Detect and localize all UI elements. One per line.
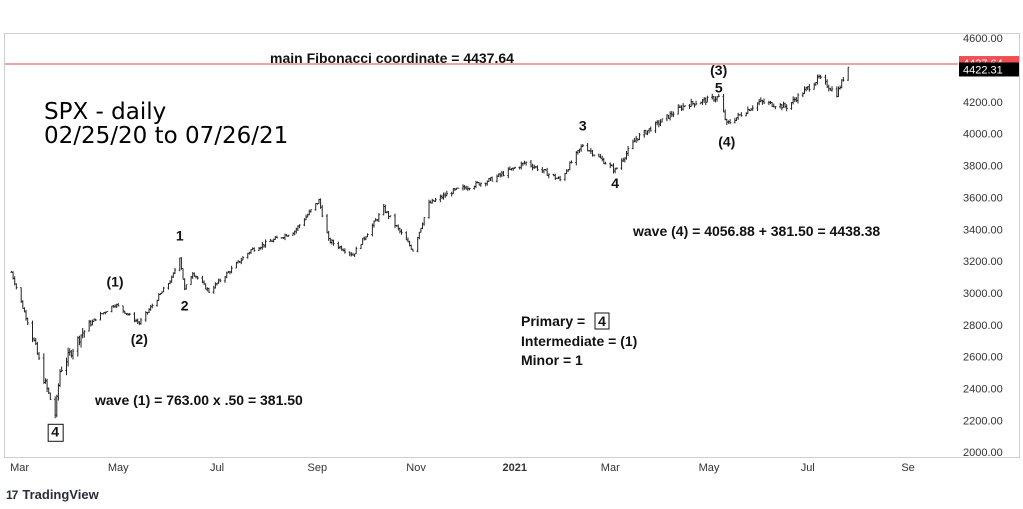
legend-intermediate: Intermediate = (1)	[521, 333, 637, 349]
y-tick-label: 3200.00	[963, 256, 1003, 268]
legend-primary-box-label: 4	[598, 313, 606, 329]
wave-label: 3	[579, 118, 587, 134]
legend-primary-box	[594, 312, 610, 330]
chart-title: SPX - daily	[44, 99, 166, 125]
x-tick-label: Mar	[10, 462, 29, 474]
legend-minor: Minor = 1	[521, 352, 583, 368]
wave-label: 4	[611, 175, 619, 191]
tradingview-brand[interactable]: 17 TradingView	[6, 487, 99, 502]
x-tick-label: Jul	[801, 462, 815, 474]
x-tick-label: Nov	[406, 462, 426, 474]
wave-label: (4)	[718, 133, 735, 149]
x-tick-label: 2021	[503, 462, 527, 474]
y-tick-label: 2800.00	[963, 320, 1003, 332]
wave-label-box	[47, 423, 64, 442]
y-tick-label: 2200.00	[963, 415, 1003, 427]
tradingview-logo-icon: 17	[6, 487, 18, 502]
x-tick-label: Jul	[210, 462, 224, 474]
y-tick-label: 3000.00	[963, 288, 1003, 300]
y-tick-label: 2400.00	[963, 384, 1003, 396]
last-price-badge-label: 4422.31	[963, 64, 1003, 76]
wave-label: (1)	[106, 274, 123, 290]
legend-primary: Primary =	[521, 313, 585, 329]
wave-label: 1	[176, 227, 184, 243]
wave-4-calculation: wave (4) = 4056.88 + 381.50 = 4438.38	[632, 223, 880, 239]
wave-label: 5	[715, 79, 723, 95]
y-tick-label: 3600.00	[963, 192, 1003, 204]
x-tick-label: May	[108, 462, 129, 474]
y-tick-label: 4200.00	[963, 97, 1003, 109]
last-price-badge	[959, 62, 1019, 77]
brand-name: TradingView	[22, 487, 99, 502]
x-tick-label: Mar	[601, 462, 620, 474]
wave-1-calculation: wave (1) = 763.00 x .50 = 381.50	[94, 392, 303, 408]
x-tick-label: Se	[901, 462, 914, 474]
wave-label: 2	[181, 297, 189, 313]
wave-label: (3)	[710, 62, 727, 78]
chart-subtitle: 02/25/20 to 07/26/21	[44, 123, 288, 149]
y-tick-label: 4000.00	[963, 129, 1003, 141]
y-tick-label: 2600.00	[963, 352, 1003, 364]
chart-frame	[4, 33, 1020, 458]
fibonacci-annotation: main Fibonacci coordinate = 4437.64	[270, 50, 514, 66]
y-tick-label: 3400.00	[963, 224, 1003, 236]
y-tick-label: 4600.00	[963, 33, 1003, 45]
y-tick-label: 2000.00	[963, 447, 1003, 459]
x-tick-label: Sep	[308, 462, 328, 474]
wave-label: 4	[51, 423, 59, 439]
wave-label: (2)	[131, 331, 148, 347]
y-tick-label: 3800.00	[963, 161, 1003, 173]
x-tick-label: May	[699, 462, 720, 474]
